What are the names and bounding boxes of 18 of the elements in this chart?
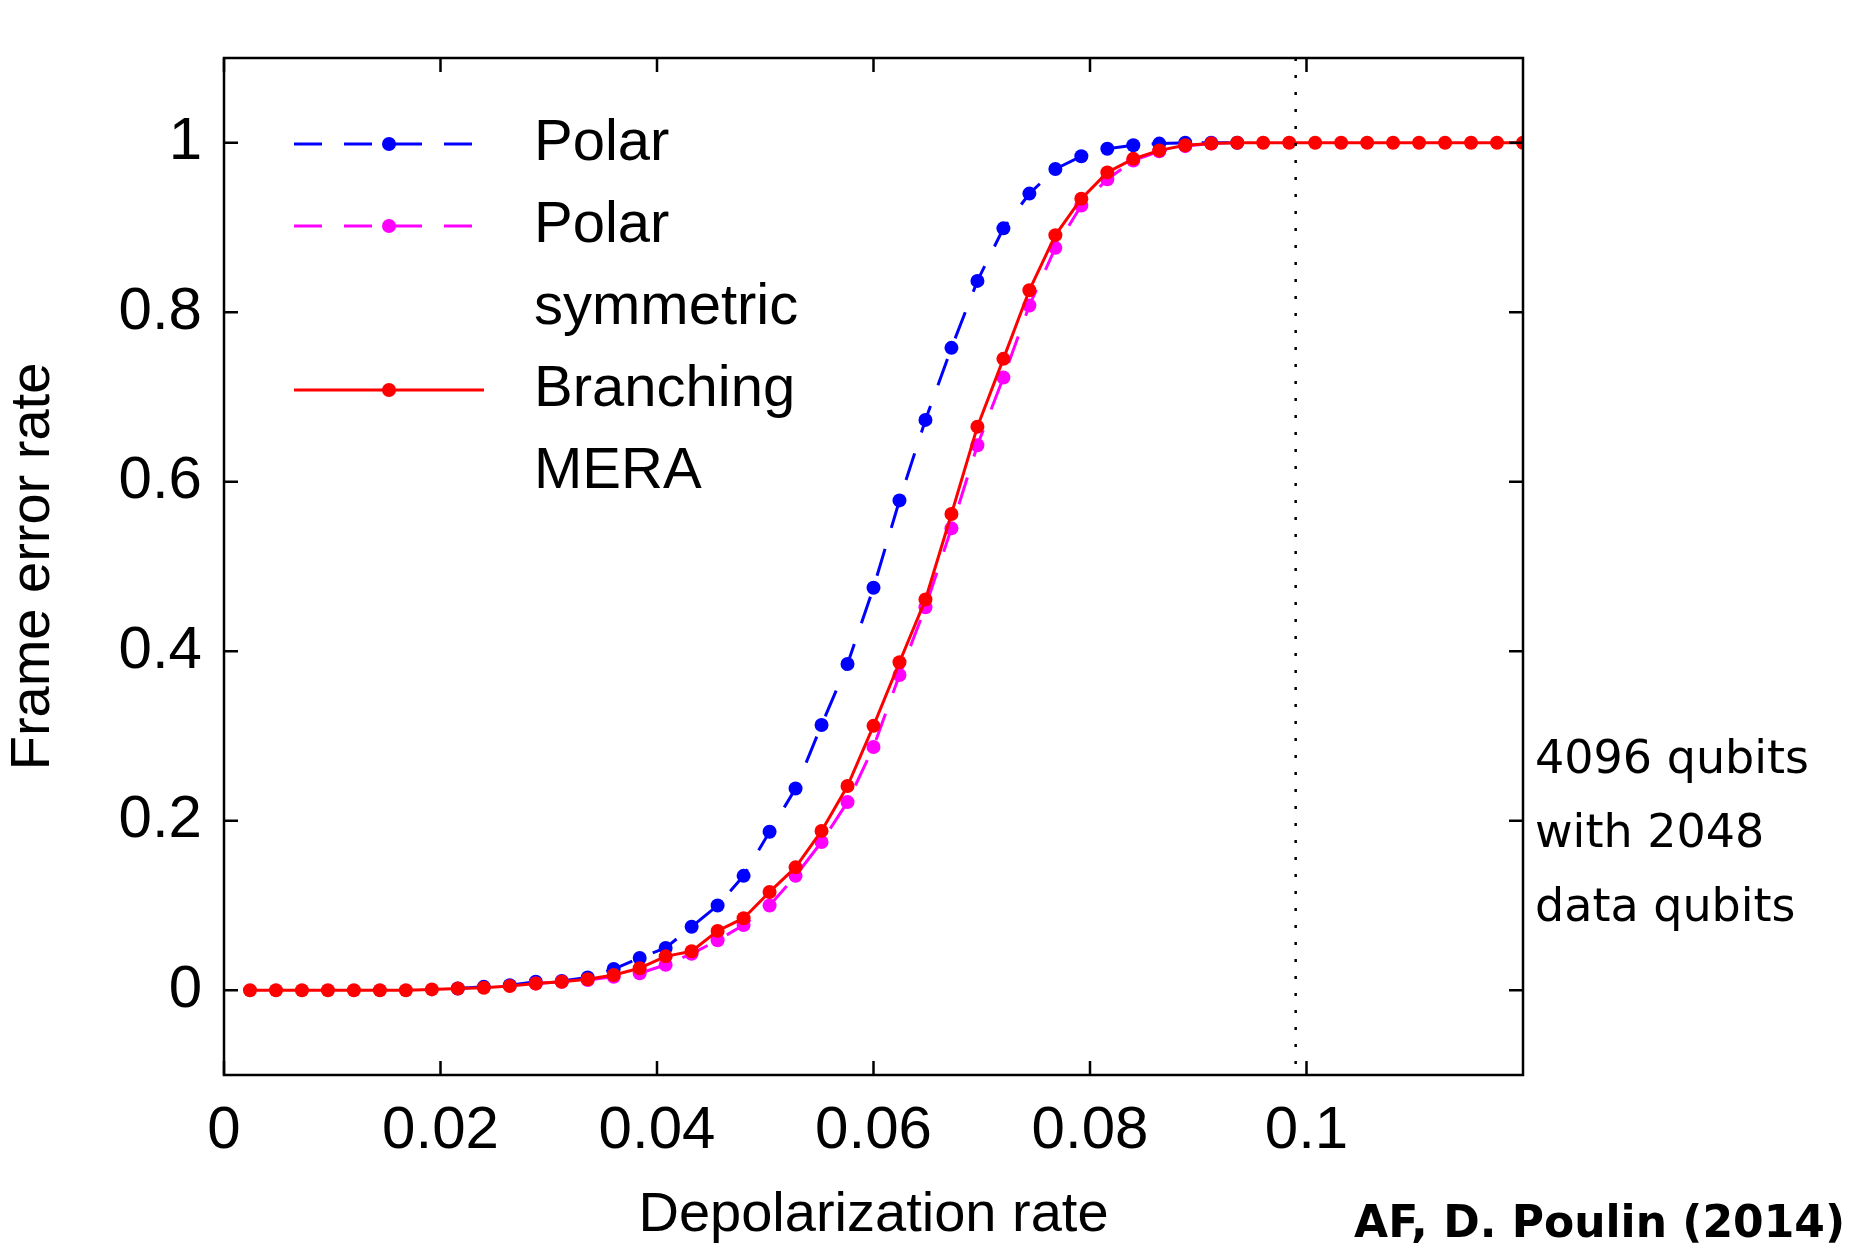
legend-label: Polar bbox=[534, 107, 670, 172]
x-tick-label: 0.1 bbox=[1264, 1093, 1349, 1161]
x-tick-label: 0.08 bbox=[1031, 1093, 1149, 1161]
legend-label: Polar symmetric bbox=[534, 189, 799, 336]
y-axis-title: Frame error rate bbox=[0, 362, 62, 771]
y-tick-label: 1 bbox=[168, 105, 202, 173]
x-tick-label: 0.04 bbox=[598, 1093, 716, 1161]
y-tick-label: 0.6 bbox=[118, 444, 202, 512]
x-tick-label: 0.02 bbox=[382, 1093, 499, 1161]
y-tick-label: 0.2 bbox=[118, 783, 202, 851]
y-tick-label: 0.8 bbox=[118, 274, 202, 342]
text: AF, D. Poulin (2014) bbox=[1354, 1196, 1845, 1247]
y-tick-label: 0.4 bbox=[118, 613, 202, 681]
y-tick-label: 0 bbox=[168, 952, 202, 1020]
x-axis-title: Depolarization rate bbox=[638, 1179, 1109, 1243]
legend-label: Branching MERA bbox=[534, 353, 796, 500]
text: 4096 qubits with 2048 data qubits bbox=[1535, 729, 1811, 934]
x-tick-label: 0.06 bbox=[815, 1093, 932, 1161]
